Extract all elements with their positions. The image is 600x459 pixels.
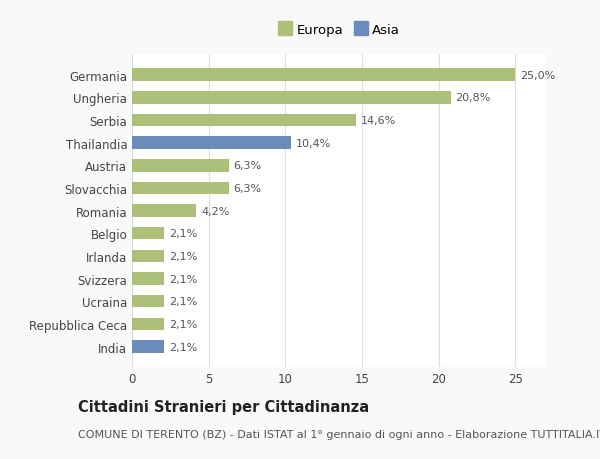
Text: 10,4%: 10,4% <box>296 138 331 148</box>
Legend: Europa, Asia: Europa, Asia <box>275 21 403 40</box>
Bar <box>132 137 292 150</box>
Bar <box>132 205 196 218</box>
Bar <box>132 273 164 285</box>
Text: 6,3%: 6,3% <box>233 161 262 171</box>
Bar <box>132 160 229 172</box>
Bar <box>132 114 356 127</box>
Bar <box>132 182 229 195</box>
Bar <box>132 69 515 82</box>
Bar <box>132 295 164 308</box>
Bar <box>132 92 451 104</box>
Bar <box>132 341 164 353</box>
Text: 20,8%: 20,8% <box>455 93 491 103</box>
Text: 25,0%: 25,0% <box>520 71 555 80</box>
Text: COMUNE DI TERENTO (BZ) - Dati ISTAT al 1° gennaio di ogni anno - Elaborazione TU: COMUNE DI TERENTO (BZ) - Dati ISTAT al 1… <box>78 429 600 439</box>
Text: 2,1%: 2,1% <box>169 342 197 352</box>
Text: 2,1%: 2,1% <box>169 274 197 284</box>
Bar <box>132 318 164 330</box>
Text: 4,2%: 4,2% <box>201 206 229 216</box>
Text: Cittadini Stranieri per Cittadinanza: Cittadini Stranieri per Cittadinanza <box>78 399 369 414</box>
Text: 14,6%: 14,6% <box>361 116 396 126</box>
Text: 2,1%: 2,1% <box>169 297 197 307</box>
Text: 2,1%: 2,1% <box>169 252 197 261</box>
Text: 6,3%: 6,3% <box>233 184 262 194</box>
Bar <box>132 250 164 263</box>
Bar <box>132 228 164 240</box>
Text: 2,1%: 2,1% <box>169 319 197 329</box>
Text: 2,1%: 2,1% <box>169 229 197 239</box>
